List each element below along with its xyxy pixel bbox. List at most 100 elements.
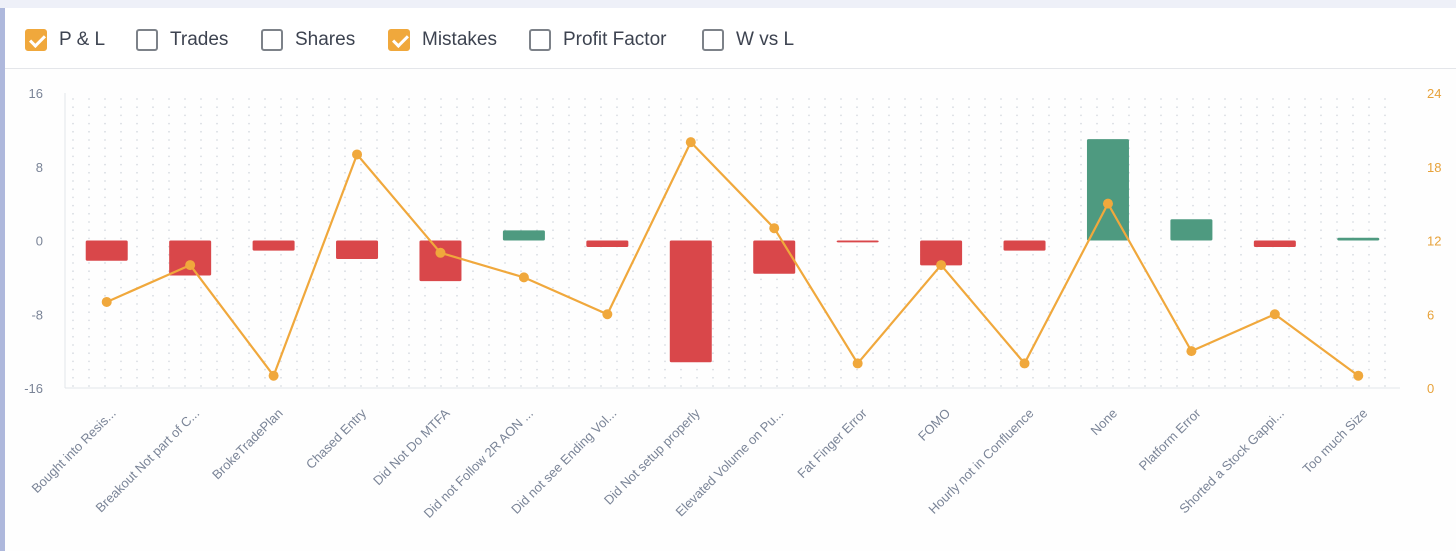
grid-dot [1320,163,1322,166]
grid-dot [520,98,522,100]
grid-dot [1064,188,1066,191]
toggle-mistakes[interactable]: Mistakes [388,26,497,54]
grid-dot [1096,303,1098,305]
toggle-pnl[interactable]: P & L [25,26,105,54]
grid-dot [664,319,666,322]
grid-dot [440,155,442,158]
grid-dot [264,262,266,264]
grid-dot [1208,196,1210,199]
grid-dot [744,303,746,305]
grid-dot [680,139,682,141]
grid-dot [440,147,442,150]
grid-dot [872,360,874,363]
grid-dot [1336,327,1338,330]
grid-dot [1144,114,1146,117]
grid-dot [440,188,442,191]
grid-dot [312,180,314,182]
grid-dot [472,204,474,207]
grid-dot [424,221,426,223]
grid-dot [776,368,778,371]
grid-dot [600,270,602,273]
grid-dot [1032,229,1034,232]
mistakes-point [1186,346,1197,357]
grid-dot [888,360,890,363]
grid-dot [568,360,570,363]
checkbox-pnl[interactable] [25,29,47,51]
grid-dot [456,221,458,223]
grid-dot [1368,114,1370,117]
toggle-profit-factor[interactable]: Profit Factor [529,26,666,54]
grid-dot [344,262,346,264]
checkbox-trades[interactable] [136,29,158,51]
grid-dot [72,221,74,223]
grid-dot [872,376,874,379]
grid-dot [808,294,810,297]
grid-dot [1320,270,1322,273]
grid-dot [536,319,538,322]
grid-dot [408,130,410,133]
grid-dot [1320,376,1322,379]
toggle-shares[interactable]: Shares [261,26,355,54]
grid-dot [280,327,282,330]
grid-dot [1176,98,1178,100]
grid-dot [648,253,650,256]
toggle-w-vs-l[interactable]: W vs L [702,26,794,54]
grid-dot [536,286,538,289]
grid-dot [1176,106,1178,109]
grid-dot [504,114,506,117]
grid-dot [616,122,618,125]
grid-dot [488,368,490,371]
grid-dot [1336,245,1338,248]
grid-dot [584,114,586,117]
grid-dot [648,106,650,109]
grid-dot [280,122,282,125]
grid-dot [1080,344,1082,346]
grid-dot [1128,344,1130,346]
grid-dot [1016,344,1018,346]
grid-dot [312,344,314,346]
category-label: Too much Size [1300,406,1371,477]
grid-dot [568,188,570,191]
grid-dot [1000,163,1002,166]
grid-dot [904,114,906,117]
grid-dot [888,163,890,166]
grid-dot [1224,344,1226,346]
grid-dot [632,147,634,150]
grid-dot [1176,262,1178,264]
checkbox-w-vs-l[interactable] [702,29,724,51]
grid-dot [168,180,170,182]
grid-dot [584,139,586,141]
grid-dot [968,139,970,141]
grid-dot [696,155,698,158]
grid-dot [168,196,170,199]
grid-dot [216,344,218,346]
grid-dot [1272,229,1274,232]
grid-dot [1384,196,1386,199]
checkbox-profit-factor[interactable] [529,29,551,51]
checkbox-shares[interactable] [261,29,283,51]
toggle-trades[interactable]: Trades [136,26,228,54]
grid-dot [408,262,410,264]
toggle-pnl-label: P & L [59,29,106,50]
grid-dot [344,311,346,314]
grid-dot [344,286,346,289]
grid-dot [920,171,922,174]
grid-dot [488,204,490,207]
grid-dot [1096,327,1098,330]
grid-dot [1016,212,1018,215]
grid-dot [1272,204,1274,207]
grid-dot [72,163,74,166]
grid-dot [392,278,394,281]
grid-dot [904,376,906,379]
grid-dot [200,344,202,346]
grid-dot [200,130,202,133]
grid-dot [296,270,298,273]
grid-dot [696,221,698,223]
checkbox-mistakes[interactable] [388,29,410,51]
grid-dot [808,147,810,150]
grid-dot [952,139,954,141]
grid-dot [152,204,154,207]
grid-dot [1320,286,1322,289]
grid-dot [1160,237,1162,240]
grid-dot [920,122,922,125]
